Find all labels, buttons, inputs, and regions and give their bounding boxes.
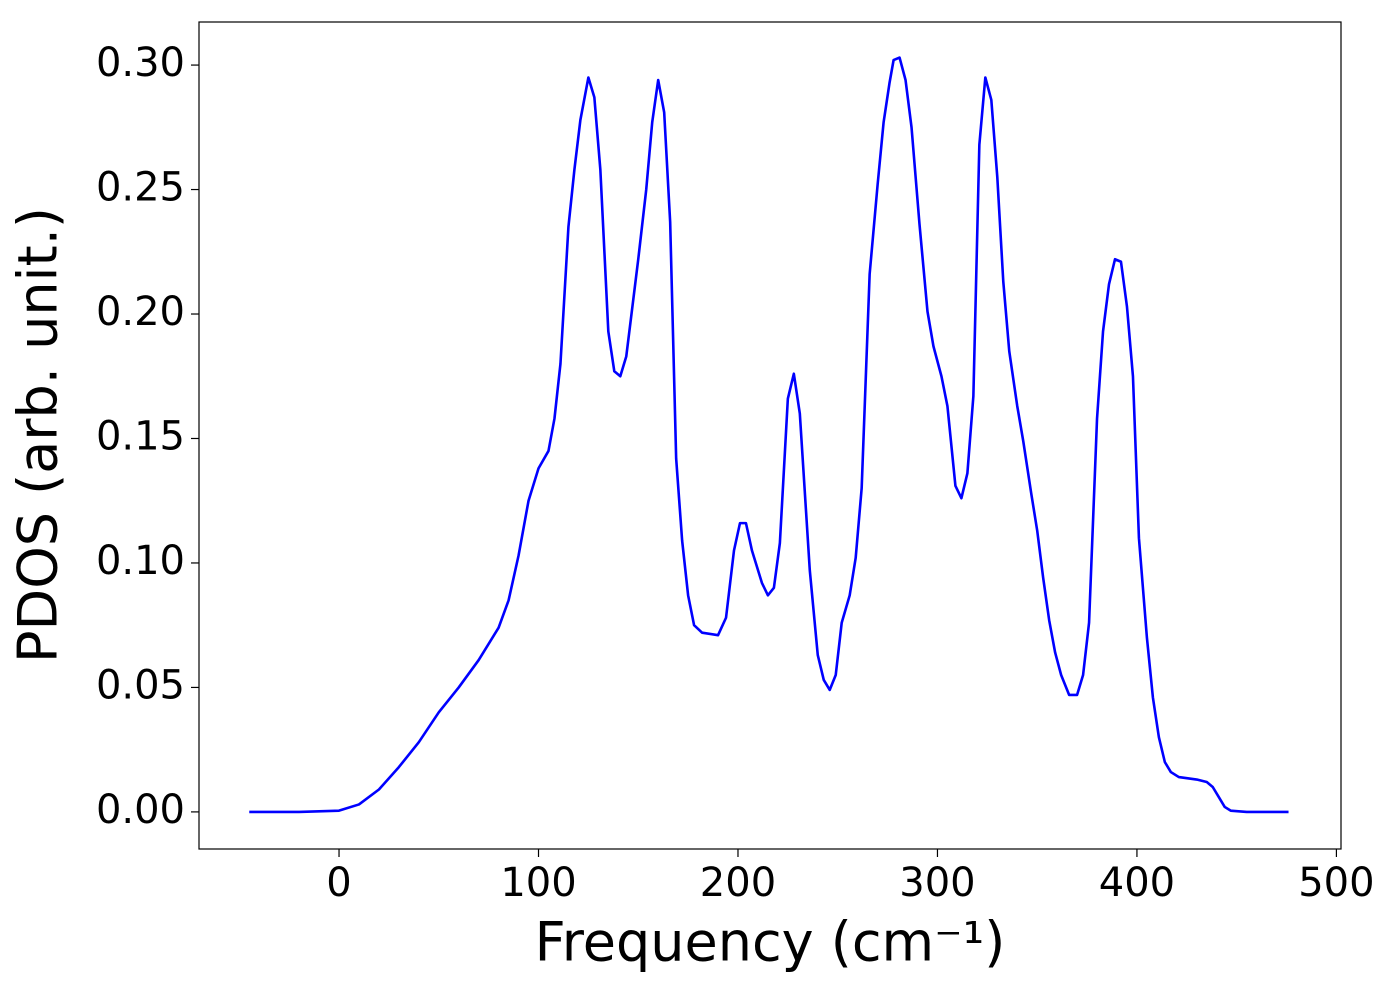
y-tick-label: 0.05 [96, 662, 185, 708]
x-tick-label: 400 [1099, 860, 1175, 906]
y-tick-label: 0.10 [96, 538, 185, 584]
x-tick-label: 100 [500, 860, 576, 906]
x-tick-label: 300 [899, 860, 975, 906]
x-tick-label: 0 [326, 860, 351, 906]
y-tick-label: 0.25 [96, 165, 185, 211]
y-tick-label: 0.00 [96, 787, 185, 833]
y-tick-label: 0.15 [96, 413, 185, 459]
data-line [249, 56, 1289, 814]
plot-frame [198, 21, 1342, 850]
x-tick-label: 200 [700, 860, 776, 906]
x-tick-label: 500 [1298, 860, 1374, 906]
x-axis-label: Frequency (cm⁻¹) [535, 911, 1006, 974]
y-tick-label: 0.30 [96, 40, 185, 86]
y-axis-label: PDOS (arb. unit.) [7, 207, 70, 663]
y-tick-label: 0.20 [96, 289, 185, 335]
